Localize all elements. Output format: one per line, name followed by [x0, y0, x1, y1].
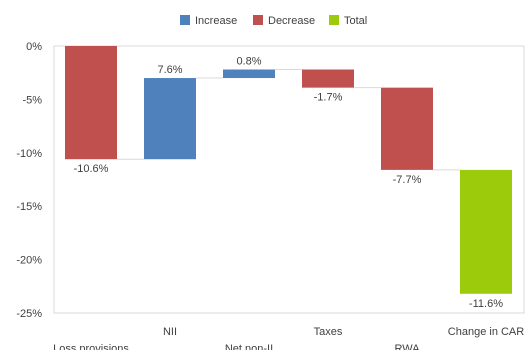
bar-increase	[223, 69, 275, 79]
data-label: -10.6%	[74, 163, 109, 175]
y-tick-label: -10%	[16, 148, 42, 160]
bar-total	[460, 169, 512, 294]
plot-area-border	[53, 45, 525, 314]
y-tick-label: 0%	[26, 41, 42, 53]
legend-label: Total	[344, 15, 367, 27]
legend-label: Increase	[195, 15, 237, 27]
category-label: Change in CAR	[448, 326, 524, 338]
category-label: RWA	[394, 343, 420, 350]
data-label: -1.7%	[314, 92, 343, 104]
data-label: -11.6%	[469, 298, 503, 310]
bar-decrease	[65, 46, 117, 160]
y-tick-label: -25%	[16, 308, 42, 320]
data-label: -7.7%	[393, 174, 422, 186]
y-tick-label: -15%	[16, 201, 42, 213]
data-label: 0.8%	[236, 55, 261, 67]
category-label: Loss provisions	[53, 343, 129, 350]
legend-swatch-increase	[180, 15, 190, 25]
bar-decrease	[302, 69, 354, 88]
category-label: Net non-II	[225, 343, 273, 350]
data-label: 7.6%	[157, 64, 182, 76]
bar-decrease	[381, 87, 433, 170]
y-tick-label: -20%	[16, 255, 42, 267]
bar-increase	[144, 78, 196, 160]
category-label: NII	[163, 326, 177, 338]
y-tick-label: -5%	[22, 94, 42, 106]
category-label: Taxes	[314, 326, 343, 338]
legend-label: Decrease	[268, 15, 315, 27]
legend-swatch-total	[329, 15, 339, 25]
legend-swatch-decrease	[253, 15, 263, 25]
